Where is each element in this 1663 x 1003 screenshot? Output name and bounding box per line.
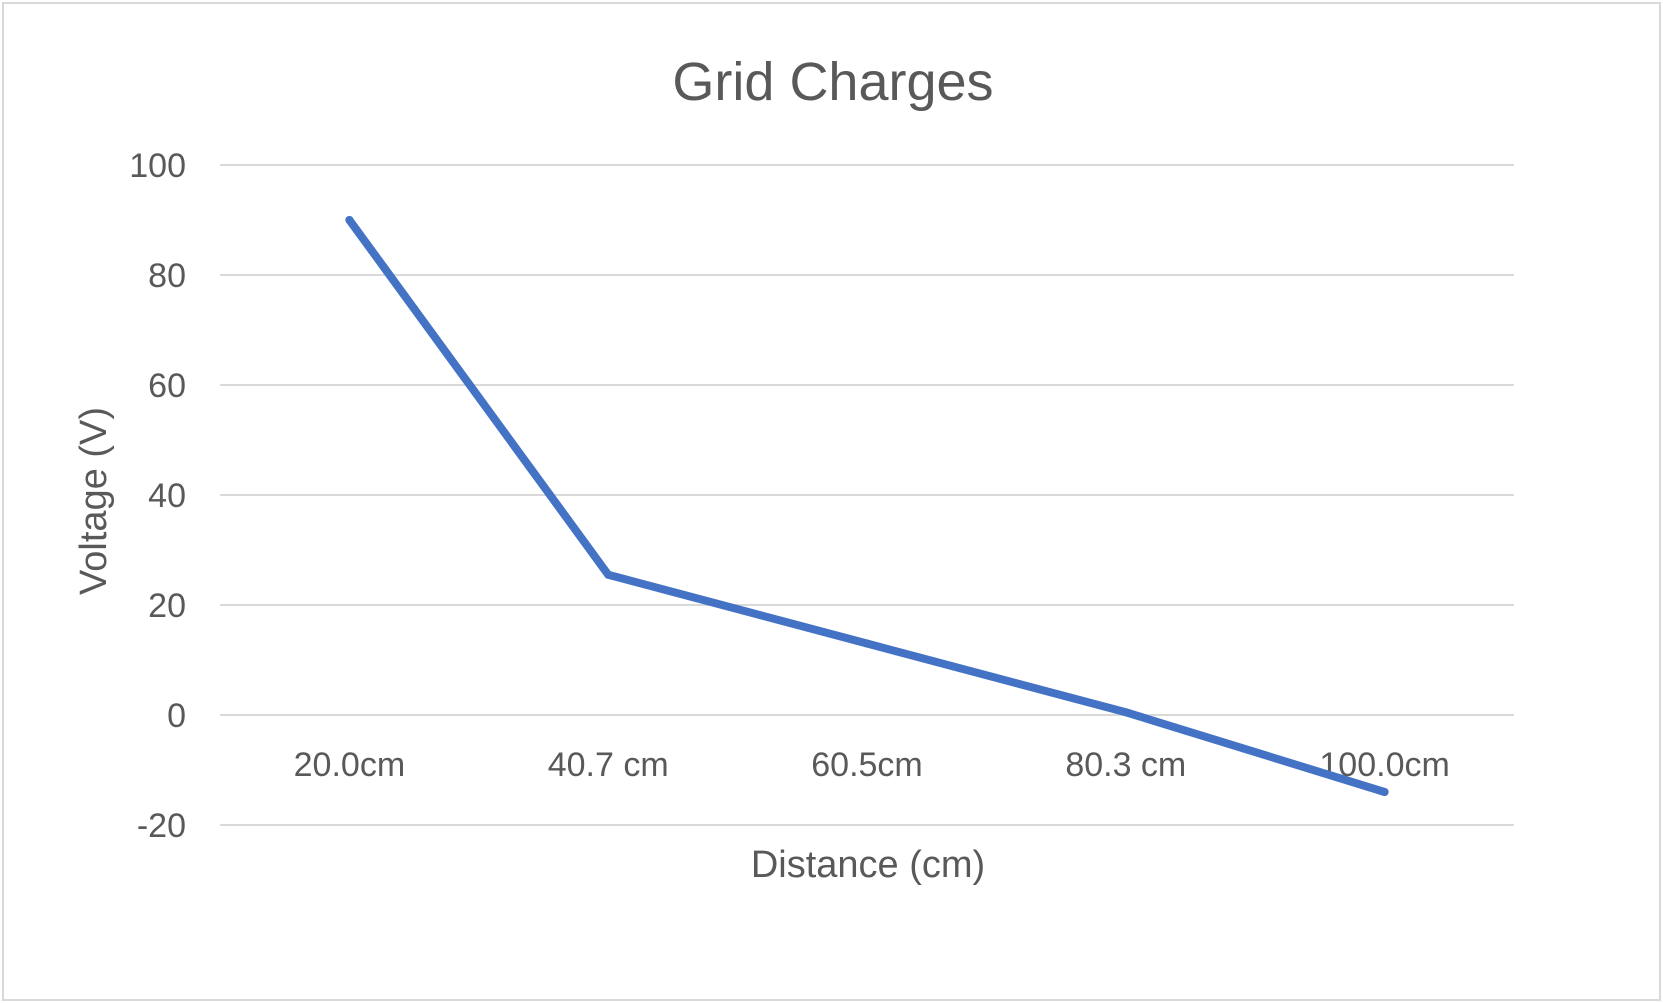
data-point (863, 639, 871, 648)
series-line (345, 216, 1389, 796)
y-axis-tick-labels: 100 80 60 40 20 0 -20 (129, 147, 186, 845)
data-point (1121, 708, 1130, 717)
y-tick-label: 0 (167, 697, 186, 735)
y-tick-label: 40 (148, 477, 186, 515)
gridlines (220, 164, 1514, 826)
x-tick-label: 40.7 cm (548, 746, 669, 784)
x-tick-label: 20.0cm (294, 746, 406, 784)
chart-title: Grid Charges (672, 52, 993, 112)
data-point (345, 216, 354, 224)
x-axis-tick-labels: 20.0cm 40.7 cm 60.5cm 80.3 cm 100.0cm (294, 746, 1450, 784)
x-tick-label: 60.5cm (811, 746, 923, 784)
data-point (604, 570, 613, 579)
series-layer (345, 216, 1389, 796)
x-tick-label: 80.3 cm (1065, 746, 1186, 784)
y-tick-label: 60 (148, 367, 186, 405)
y-tick-label: 80 (148, 257, 186, 295)
y-tick-label: -20 (137, 807, 186, 845)
data-point (1380, 788, 1389, 796)
chart-canvas: Grid Charges 100 80 60 40 20 0 -20 20.0cm 40.7 … (73, 52, 1514, 886)
y-tick-label: 20 (148, 587, 186, 625)
y-tick-label: 100 (129, 147, 186, 185)
y-axis-title: Voltage (V) (73, 407, 115, 595)
x-axis-title: Distance (cm) (751, 844, 985, 886)
